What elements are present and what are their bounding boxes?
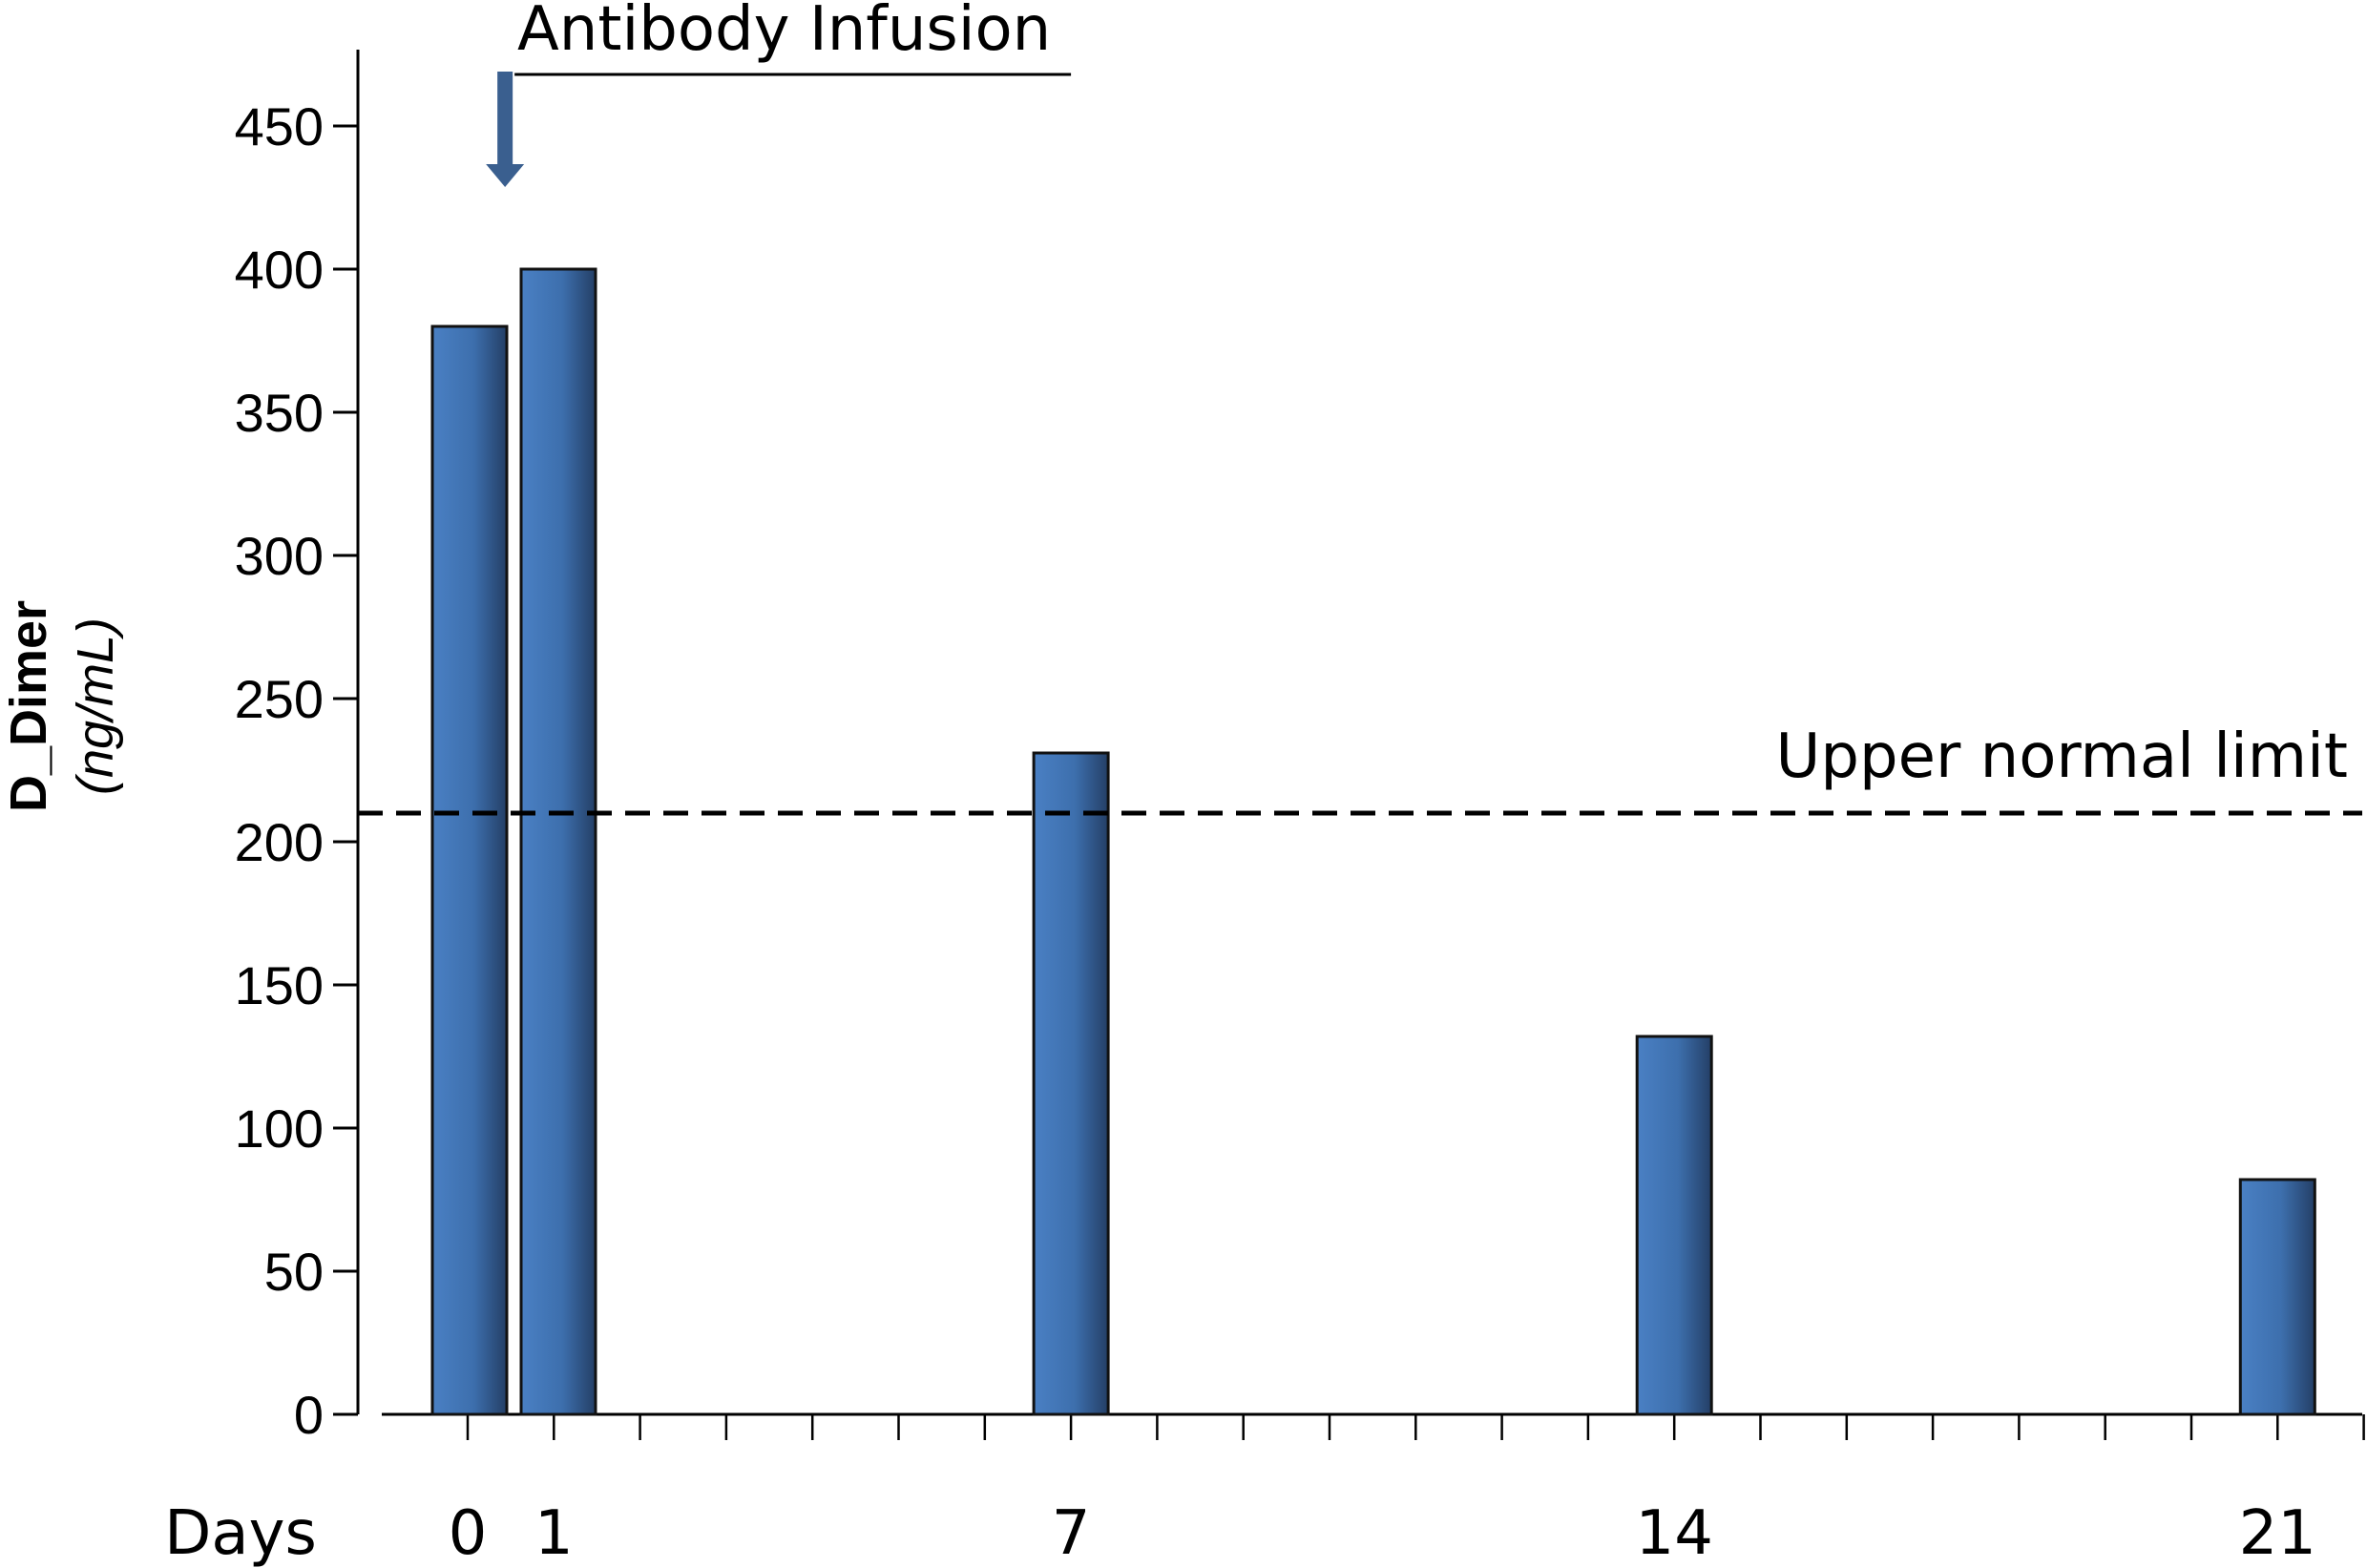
bar xyxy=(2238,1178,2316,1416)
y-axis-unit: (ng/mL) xyxy=(67,617,124,795)
y-axis: 0 50 100 150 200 250 300 350 400 450 xyxy=(235,50,360,1445)
bar xyxy=(430,324,509,1416)
y-tick-label: 150 xyxy=(235,955,324,1015)
x-tick-label: 1 xyxy=(534,1498,574,1568)
infusion-annotation: Antibody Infusion xyxy=(486,0,1072,187)
y-tick-label: 0 xyxy=(294,1385,324,1445)
y-tick-label: 250 xyxy=(235,669,324,729)
bar xyxy=(519,267,597,1416)
y-tick-label: 200 xyxy=(235,812,324,872)
y-axis-title: D_Dimer xyxy=(0,600,57,812)
y-tick-label: 300 xyxy=(235,526,324,586)
bar xyxy=(1032,751,1110,1416)
reference-line-group: Upper normal limit xyxy=(358,721,2362,816)
x-axis-title: Days xyxy=(164,1498,317,1568)
y-tick-label: 350 xyxy=(235,383,324,443)
arrow-head-icon xyxy=(486,164,525,187)
upper-normal-limit-label: Upper normal limit xyxy=(1776,721,2349,792)
y-tick-label: 450 xyxy=(235,96,324,157)
x-tick-label: 0 xyxy=(449,1498,488,1568)
infusion-label: Antibody Infusion xyxy=(517,0,1051,65)
bars xyxy=(430,267,2316,1416)
x-tick-label: 21 xyxy=(2239,1498,2316,1568)
y-tick-label: 100 xyxy=(235,1098,324,1159)
y-tick-label: 400 xyxy=(235,240,324,300)
x-tick-label: 14 xyxy=(1635,1498,1712,1568)
bar xyxy=(1635,1035,1713,1416)
x-axis: 0 1 7 14 21 xyxy=(382,1412,2365,1568)
arrow-down-icon xyxy=(497,72,513,167)
y-tick-label: 50 xyxy=(264,1242,324,1302)
x-tick-label: 7 xyxy=(1052,1498,1091,1568)
